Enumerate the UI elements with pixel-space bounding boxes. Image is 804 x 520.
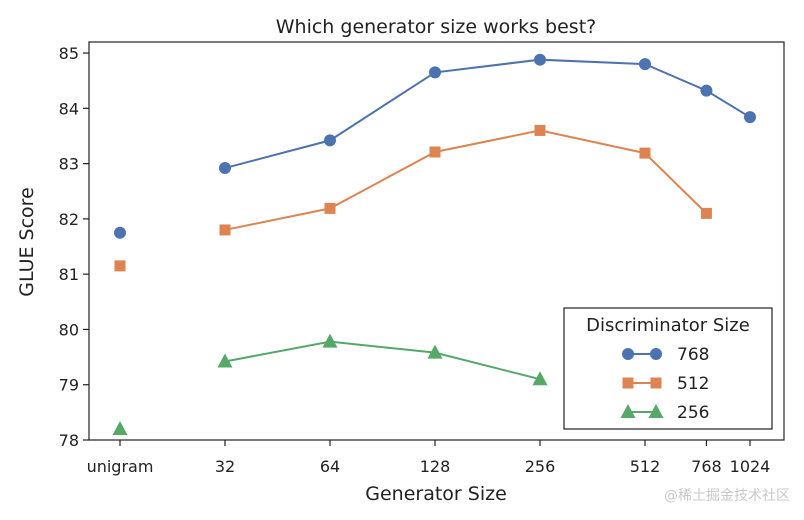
- y-tick-label: 79: [59, 376, 79, 395]
- x-tick-label: 32: [215, 457, 235, 476]
- data-point: [534, 124, 546, 136]
- data-point: [744, 111, 756, 124]
- legend-entry-768: 768: [622, 345, 709, 365]
- data-point: [534, 53, 546, 66]
- data-point: [429, 146, 441, 158]
- legend: Discriminator Size 768 512 256: [563, 307, 773, 430]
- y-tick-label: 80: [59, 320, 79, 339]
- data-point: [324, 134, 336, 147]
- x-tick-label: 768: [691, 457, 722, 476]
- data-point: [114, 226, 126, 239]
- legend-label: 768: [677, 345, 709, 365]
- legend-title: Discriminator Size: [586, 315, 750, 336]
- legend-marker: [650, 348, 662, 360]
- y-axis-ticks: 78 79 80 81 82 83 84 85: [59, 44, 89, 450]
- data-point: [427, 344, 443, 359]
- data-point: [639, 147, 651, 159]
- series-512: [114, 124, 712, 272]
- data-point: [112, 420, 128, 435]
- x-tick-label: 128: [420, 457, 451, 476]
- x-tick-label: 64: [320, 457, 340, 476]
- series-256: [112, 333, 548, 435]
- data-point: [219, 162, 231, 175]
- data-point: [322, 333, 338, 348]
- axes-frame: [88, 41, 785, 441]
- data-point: [114, 260, 126, 272]
- watermark-text: @稀土掘金技术社区: [664, 488, 790, 504]
- data-point: [532, 371, 548, 386]
- legend-marker: [650, 377, 662, 389]
- series-line: [224, 129, 708, 231]
- series-line: [224, 58, 751, 170]
- x-tick-label: 512: [630, 457, 661, 476]
- data-point: [639, 58, 651, 71]
- legend-label: 256: [677, 403, 709, 423]
- y-tick-label: 81: [59, 265, 79, 284]
- y-tick-label: 85: [59, 44, 79, 63]
- chart-title: Which generator size works best?: [276, 16, 596, 38]
- x-tick-label: 1024: [730, 457, 771, 476]
- y-tick-label: 78: [59, 431, 79, 450]
- x-tick-label: 256: [525, 457, 556, 476]
- data-point: [700, 207, 712, 219]
- legend-label: 512: [677, 374, 709, 394]
- data-point: [219, 224, 231, 236]
- data-point: [700, 84, 713, 97]
- y-tick-label: 82: [59, 210, 79, 229]
- legend-marker: [620, 404, 636, 418]
- series-line: [224, 340, 541, 381]
- x-axis-ticks: unigram 32 64 128 256 512 768 1024: [87, 440, 771, 476]
- legend-box: [563, 307, 773, 430]
- data-point: [429, 66, 441, 79]
- y-tick-label: 83: [59, 155, 79, 174]
- data-point: [217, 353, 233, 368]
- x-tick-label: unigram: [87, 457, 154, 476]
- legend-entry-512: 512: [622, 374, 709, 394]
- legend-marker: [622, 348, 634, 360]
- x-axis-label: Generator Size: [365, 483, 507, 505]
- data-point: [324, 202, 336, 214]
- y-axis-label: GLUE Score: [16, 187, 38, 297]
- legend-marker: [648, 404, 664, 418]
- plot-frame: [88, 41, 785, 441]
- legend-entry-256: 256: [620, 403, 709, 423]
- legend-marker: [622, 377, 634, 389]
- y-tick-label: 84: [59, 99, 79, 118]
- series-768: [114, 53, 756, 239]
- data-series: [112, 53, 756, 435]
